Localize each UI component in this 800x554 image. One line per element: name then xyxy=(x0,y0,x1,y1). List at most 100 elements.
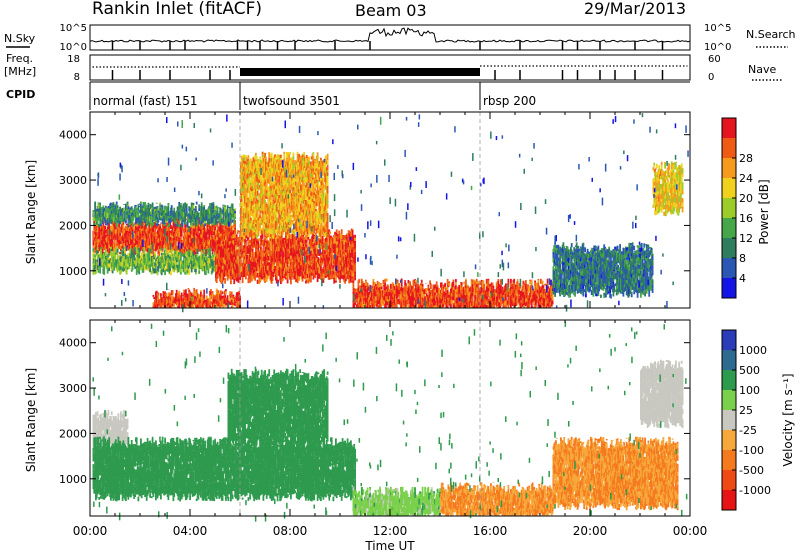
heatmap-cell xyxy=(141,253,143,254)
heatmap-cell xyxy=(172,269,174,272)
heatmap-cell xyxy=(245,240,247,242)
heatmap-cell xyxy=(143,247,145,251)
heatmap-cell xyxy=(223,295,225,298)
heatmap-cell xyxy=(113,203,115,207)
heatmap-cell xyxy=(225,291,227,295)
heatmap-cell xyxy=(229,291,231,293)
heatmap-cell xyxy=(188,249,190,253)
noise-bars xyxy=(90,28,690,50)
heatmap-cell xyxy=(176,293,178,296)
heatmap-cell xyxy=(310,256,312,261)
heatmap-cell xyxy=(354,254,356,258)
heatmap-cell xyxy=(156,291,158,293)
heatmap-cell xyxy=(105,235,107,238)
heatmap-cell xyxy=(226,240,228,242)
heatmap-cell xyxy=(168,227,170,231)
heatmap-cell xyxy=(189,207,191,210)
heatmap-cell xyxy=(242,241,244,244)
heatmap-cell xyxy=(178,202,180,205)
heatmap-cell xyxy=(153,216,155,221)
heatmap-cell xyxy=(353,235,355,238)
heatmap-cell xyxy=(98,204,100,209)
heatmap-cell xyxy=(128,253,130,256)
heatmap-cell xyxy=(121,215,123,218)
heatmap-cell xyxy=(130,263,132,267)
heatmap-cell xyxy=(290,255,292,258)
heatmap-cell xyxy=(352,229,354,230)
heatmap-cell xyxy=(272,278,274,281)
heatmap-cell xyxy=(206,296,208,297)
heatmap-cell xyxy=(123,243,125,247)
heatmap-cell xyxy=(98,202,100,203)
heatmap-cell xyxy=(232,255,234,259)
heatmap-cell xyxy=(201,202,203,204)
heatmap-cell xyxy=(202,296,204,297)
heatmap-cell xyxy=(205,229,207,231)
heatmap-cell xyxy=(146,224,148,227)
heatmap-cell xyxy=(233,238,235,240)
heatmap-cell xyxy=(180,272,182,275)
heatmap-cell xyxy=(211,207,213,212)
heatmap-cell xyxy=(148,205,150,207)
heatmap-cell xyxy=(201,204,203,207)
heatmap-cell xyxy=(161,253,163,255)
cpid-label: CPID xyxy=(6,88,35,101)
heatmap-cell xyxy=(234,211,236,214)
heatmap-cell xyxy=(93,248,95,252)
heatmap-cell xyxy=(188,269,190,274)
heatmap-cell xyxy=(97,243,99,246)
heatmap-cell xyxy=(236,277,238,281)
heatmap-cell xyxy=(343,239,345,245)
heatmap-cell xyxy=(281,279,283,282)
heatmap-cell xyxy=(183,204,185,209)
heatmap-cell xyxy=(163,298,165,302)
heatmap-cell xyxy=(330,235,332,236)
heatmap-cell xyxy=(314,274,316,278)
heatmap-cell xyxy=(306,240,308,243)
heatmap-cell xyxy=(232,204,234,205)
heatmap-cell xyxy=(234,229,236,233)
heatmap-cell xyxy=(198,213,200,218)
heatmap-cell xyxy=(164,224,166,226)
heatmap-cell xyxy=(102,254,104,260)
heatmap-cell xyxy=(225,229,227,231)
heatmap-cell xyxy=(93,254,95,257)
heatmap-cell xyxy=(354,267,356,271)
heatmap-cell xyxy=(218,293,220,295)
heatmap-cell xyxy=(354,238,356,241)
heatmap-cell xyxy=(231,292,233,294)
heatmap-cell xyxy=(123,222,125,224)
heatmap-cell xyxy=(306,245,308,248)
heatmap-cell xyxy=(201,262,203,264)
heatmap-cell xyxy=(178,237,180,239)
heatmap-cell xyxy=(300,242,302,246)
heatmap-cell xyxy=(173,257,175,262)
heatmap-cell xyxy=(234,227,236,229)
heatmap-cell xyxy=(224,205,226,207)
heatmap-cell xyxy=(257,273,259,278)
heatmap-cell xyxy=(220,213,222,216)
heatmap-cell xyxy=(170,226,172,229)
heatmap-cell xyxy=(306,242,308,244)
heatmap-cell xyxy=(268,262,270,266)
heatmap-cell xyxy=(352,253,354,258)
heatmap-cell xyxy=(231,236,233,240)
heatmap-cell xyxy=(345,249,347,252)
heatmap-cell xyxy=(334,244,336,246)
heatmap-cell xyxy=(200,292,202,294)
heatmap-cell xyxy=(238,278,240,283)
heatmap-cell xyxy=(292,260,294,262)
heatmap-cell xyxy=(286,244,288,248)
heatmap-cell xyxy=(172,292,174,295)
heatmap-cell xyxy=(100,237,102,241)
heatmap-cell xyxy=(341,229,343,234)
heatmap-cell xyxy=(119,252,121,254)
heatmap-cell xyxy=(108,224,110,225)
heatmap-cell xyxy=(144,238,146,240)
heatmap-cell xyxy=(159,204,161,207)
heatmap-cell xyxy=(159,266,161,269)
heatmap-cell xyxy=(183,270,185,272)
heatmap-cell xyxy=(322,241,324,244)
heatmap-cell xyxy=(224,207,226,212)
